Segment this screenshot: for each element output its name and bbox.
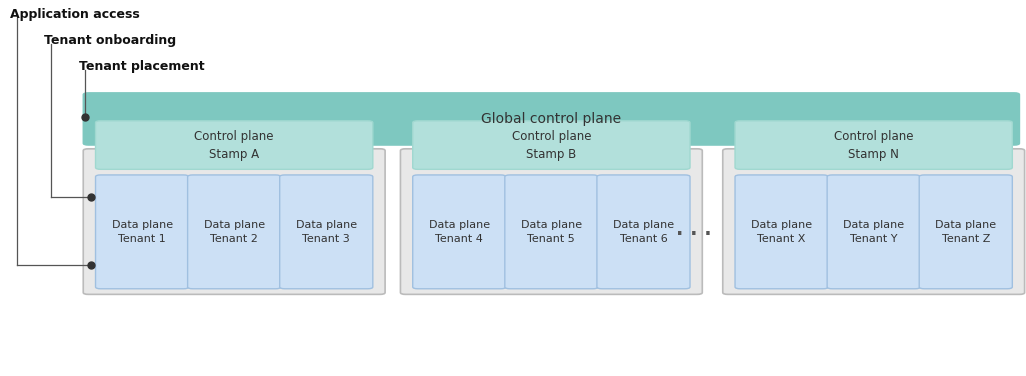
FancyBboxPatch shape xyxy=(95,175,189,289)
FancyBboxPatch shape xyxy=(280,175,372,289)
Text: Tenant placement: Tenant placement xyxy=(79,60,205,73)
Text: Data plane
Tenant Z: Data plane Tenant Z xyxy=(936,220,996,244)
FancyBboxPatch shape xyxy=(919,175,1013,289)
Text: Data plane
Tenant 4: Data plane Tenant 4 xyxy=(429,220,489,244)
Text: Global control plane: Global control plane xyxy=(481,112,622,126)
FancyBboxPatch shape xyxy=(412,175,506,289)
FancyBboxPatch shape xyxy=(827,175,920,289)
Text: . . .: . . . xyxy=(676,220,712,238)
FancyBboxPatch shape xyxy=(722,149,1025,294)
FancyBboxPatch shape xyxy=(505,175,598,289)
Text: Data plane
Tenant 3: Data plane Tenant 3 xyxy=(295,220,357,244)
Text: Application access: Application access xyxy=(9,8,140,21)
Text: Data plane
Tenant 6: Data plane Tenant 6 xyxy=(613,220,674,244)
Text: Tenant onboarding: Tenant onboarding xyxy=(44,34,176,47)
FancyBboxPatch shape xyxy=(412,121,690,169)
FancyBboxPatch shape xyxy=(735,121,1013,169)
Text: Data plane
Tenant 2: Data plane Tenant 2 xyxy=(203,220,265,244)
Text: Control plane
Stamp B: Control plane Stamp B xyxy=(512,130,591,161)
Text: Data plane
Tenant 5: Data plane Tenant 5 xyxy=(521,220,582,244)
FancyBboxPatch shape xyxy=(95,121,372,169)
Text: Data plane
Tenant X: Data plane Tenant X xyxy=(751,220,813,244)
FancyBboxPatch shape xyxy=(597,175,690,289)
FancyBboxPatch shape xyxy=(400,149,702,294)
FancyBboxPatch shape xyxy=(83,149,385,294)
FancyBboxPatch shape xyxy=(188,175,281,289)
Text: Control plane
Stamp N: Control plane Stamp N xyxy=(834,130,913,161)
Text: Control plane
Stamp A: Control plane Stamp A xyxy=(194,130,274,161)
Text: Data plane
Tenant Y: Data plane Tenant Y xyxy=(843,220,904,244)
FancyBboxPatch shape xyxy=(735,175,828,289)
FancyBboxPatch shape xyxy=(83,93,1020,145)
Text: Data plane
Tenant 1: Data plane Tenant 1 xyxy=(112,220,172,244)
